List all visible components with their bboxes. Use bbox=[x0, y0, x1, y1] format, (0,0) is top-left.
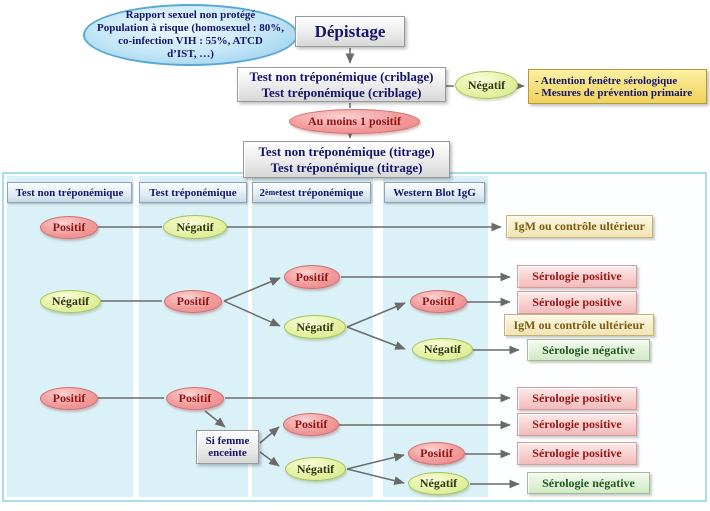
screening-tests-box: Test non tréponémique (criblage) Test tr… bbox=[237, 67, 446, 102]
branch2-test2-positive-ellipse: Positif bbox=[164, 290, 222, 313]
branch2-result-neg-label: Sérologie négative bbox=[542, 342, 635, 357]
warning-line2: - Mesures de prévention primaire bbox=[535, 86, 693, 99]
warning-line1: - Attention fenêtre sérologique bbox=[535, 74, 678, 87]
branch3-test4-pos-label: Positif bbox=[420, 446, 453, 460]
titration-tests-box: Test non tréponémique (titrage) Test tré… bbox=[243, 141, 450, 178]
column-header-2eme-test-treponemique: 2 ème test tréponémique bbox=[252, 182, 371, 203]
column-header-1-label: Test non tréponémique bbox=[15, 186, 124, 199]
branch3-test3-negative-ellipse: Négatif bbox=[285, 457, 346, 481]
column-header-3-base: 2 bbox=[259, 186, 266, 199]
branch3-result2-label: Sérologie positive bbox=[532, 446, 622, 460]
branch3-test1-positive-ellipse: Positif bbox=[40, 387, 98, 410]
pregnant-note-line2: enceinte bbox=[208, 447, 247, 459]
branch2-result2-label: Sérologie positive bbox=[532, 295, 622, 309]
branch2-result-igm-label: IgM ou contrôle ultérieur bbox=[513, 317, 645, 332]
risk-note-ellipse: Rapport sexuel non protégé Population à … bbox=[83, 4, 298, 66]
screening-test-line1: Test non tréponémique (criblage) bbox=[249, 68, 434, 84]
branch3-result-direct-label: Sérologie positive bbox=[532, 391, 622, 405]
branch3-result-neg-label: Sérologie négative bbox=[542, 475, 635, 490]
column-header-western-blot: Western Blot IgG bbox=[384, 182, 485, 203]
branch3-test4-negative-ellipse: Négatif bbox=[408, 472, 469, 495]
branch3-result-serologie-positive-1: Sérologie positive bbox=[517, 413, 637, 436]
column-header-test-non-treponemique: Test non tréponémique bbox=[7, 182, 132, 203]
branch3-result-serologie-positive-2: Sérologie positive bbox=[517, 442, 637, 465]
column-header-4-label: Western Blot IgG bbox=[393, 186, 476, 199]
pregnant-note-box: Si femme enceinte bbox=[196, 430, 259, 464]
screening-negative-ellipse: Négatif bbox=[455, 71, 518, 99]
branch2-result-serologie-negative: Sérologie négative bbox=[527, 339, 650, 361]
branch2-test4-neg-label: Négatif bbox=[423, 342, 462, 356]
branch2-result-serologie-positive-1: Sérologie positive bbox=[517, 265, 637, 288]
branch2-result-serologie-positive-2: Sérologie positive bbox=[517, 291, 637, 314]
branch1-test2-label: Négatif bbox=[176, 219, 214, 234]
branch3-test4-neg-label: Négatif bbox=[419, 476, 458, 490]
branch3-test3-positive-ellipse: Positif bbox=[283, 413, 339, 436]
branch2-test1-negative-ellipse: Négatif bbox=[40, 290, 101, 313]
branch1-result-igm-box: IgM ou contrôle ultérieur bbox=[506, 215, 653, 238]
column-header-test-treponemique: Test tréponémique bbox=[139, 182, 247, 203]
risk-note-line4: d’IST, …) bbox=[167, 48, 214, 60]
branch3-test2-positive-ellipse: Positif bbox=[166, 387, 224, 410]
branch3-result-serologie-negative: Sérologie négative bbox=[527, 472, 650, 494]
branch3-test4-positive-ellipse: Positif bbox=[408, 442, 465, 465]
branch2-result1-label: Sérologie positive bbox=[532, 269, 622, 283]
screening-test-line2: Test tréponémique (criblage) bbox=[261, 84, 422, 100]
depistage-title-box: Dépistage bbox=[295, 16, 405, 47]
branch1-test1-label: Positif bbox=[52, 220, 86, 234]
screening-negative-label: Négatif bbox=[467, 77, 506, 92]
risk-note-line2: Population à risque (homosexuel : 80%, bbox=[96, 22, 284, 34]
column-header-3-rest: test tréponémique bbox=[278, 186, 364, 199]
warning-box: - Attention fenêtre sérologique - Mesure… bbox=[528, 69, 707, 104]
branch2-test3-neg-label: Négatif bbox=[296, 319, 334, 334]
branch3-test1-label: Positif bbox=[52, 391, 86, 405]
branch2-test4-negative-ellipse: Négatif bbox=[412, 338, 473, 361]
branch2-test4-pos-label: Positif bbox=[422, 294, 455, 308]
at-least-one-positive-label: Au moins 1 positif bbox=[307, 114, 402, 128]
branch2-test3-negative-ellipse: Négatif bbox=[284, 315, 346, 339]
titration-test-line1: Test non tréponémique (titrage) bbox=[258, 143, 435, 159]
branch3-result-serologie-positive-direct: Sérologie positive bbox=[517, 387, 637, 410]
branch2-test3-pos-label: Positif bbox=[295, 269, 329, 284]
branch1-test2-negative-ellipse: Négatif bbox=[163, 215, 227, 239]
titration-test-line2: Test tréponémique (titrage) bbox=[270, 159, 423, 175]
branch2-test4-positive-ellipse: Positif bbox=[410, 290, 467, 313]
branch2-test1-label: Négatif bbox=[51, 294, 90, 308]
branch3-test2-label: Positif bbox=[178, 391, 212, 405]
branch2-result-igm-note-box: IgM ou contrôle ultérieur bbox=[504, 314, 654, 336]
column-header-3-sup: ème bbox=[265, 188, 279, 197]
at-least-one-positive-ellipse: Au moins 1 positif bbox=[289, 109, 420, 134]
branch2-test3-positive-ellipse: Positif bbox=[284, 265, 340, 289]
risk-note-line3: co-infection VIH : 55%, ATCD bbox=[118, 35, 263, 47]
branch1-result-label: IgM ou contrôle ultérieur bbox=[514, 219, 645, 233]
branch3-test3-pos-label: Positif bbox=[294, 417, 328, 431]
branch2-test2-label: Positif bbox=[176, 294, 210, 308]
branch1-test1-positive-ellipse: Positif bbox=[40, 216, 98, 239]
depistage-title: Dépistage bbox=[314, 21, 386, 41]
column-header-2-label: Test tréponémique bbox=[149, 186, 237, 199]
pregnant-note-line1: Si femme bbox=[205, 435, 250, 447]
branch3-result1-label: Sérologie positive bbox=[532, 417, 622, 431]
risk-note-line1: Rapport sexuel non protégé bbox=[125, 9, 256, 21]
branch3-test3-neg-label: Négatif bbox=[296, 461, 335, 476]
